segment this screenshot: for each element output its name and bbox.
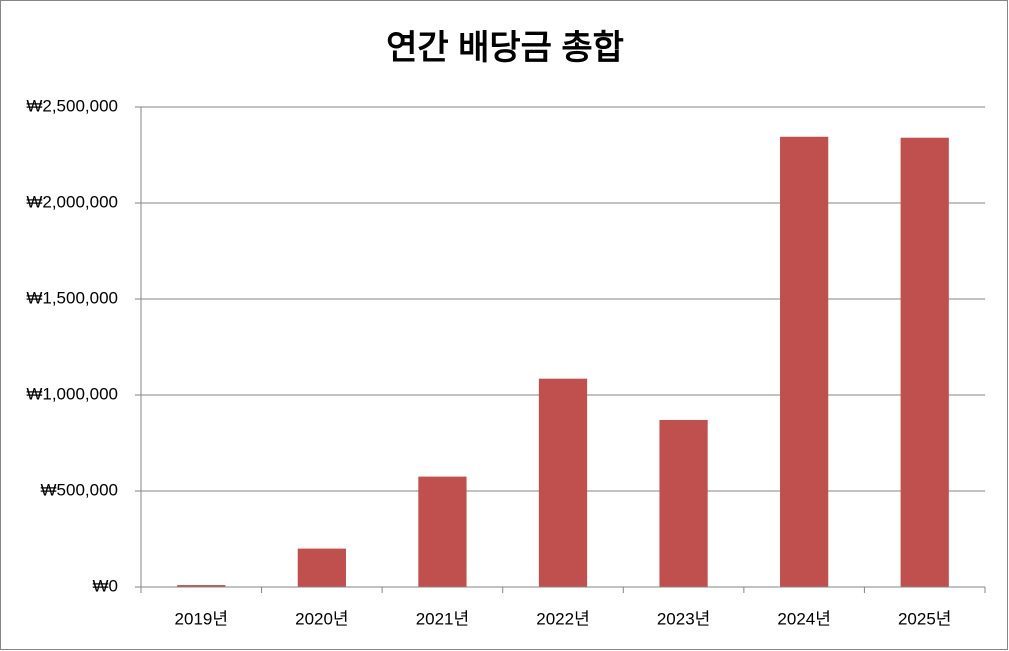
x-tick-label: 2021년 <box>416 609 469 628</box>
x-tick-label: 2025년 <box>898 609 951 628</box>
y-tick-label: ₩1,000,000 <box>26 384 118 403</box>
x-tick-label: 2023년 <box>657 609 710 628</box>
x-tick-label: 2024년 <box>777 609 830 628</box>
bar <box>900 137 949 587</box>
bar <box>659 419 708 587</box>
y-tick-label: ₩500,000 <box>41 480 119 499</box>
bar <box>538 378 588 587</box>
chart-title: 연간 배당금 총합 <box>386 29 624 67</box>
y-tick-label: ₩1,500,000 <box>26 288 118 307</box>
bar <box>177 585 226 587</box>
y-tick-label: ₩2,500,000 <box>26 96 118 115</box>
y-tick-label: ₩2,000,000 <box>26 192 118 211</box>
bar <box>780 136 829 587</box>
y-tick-label: ₩0 <box>93 576 119 595</box>
bar <box>297 548 346 587</box>
x-tick-label: 2022년 <box>536 609 589 628</box>
bar <box>418 476 467 587</box>
x-tick-label: 2020년 <box>295 609 348 628</box>
x-tick-label: 2019년 <box>175 609 228 628</box>
